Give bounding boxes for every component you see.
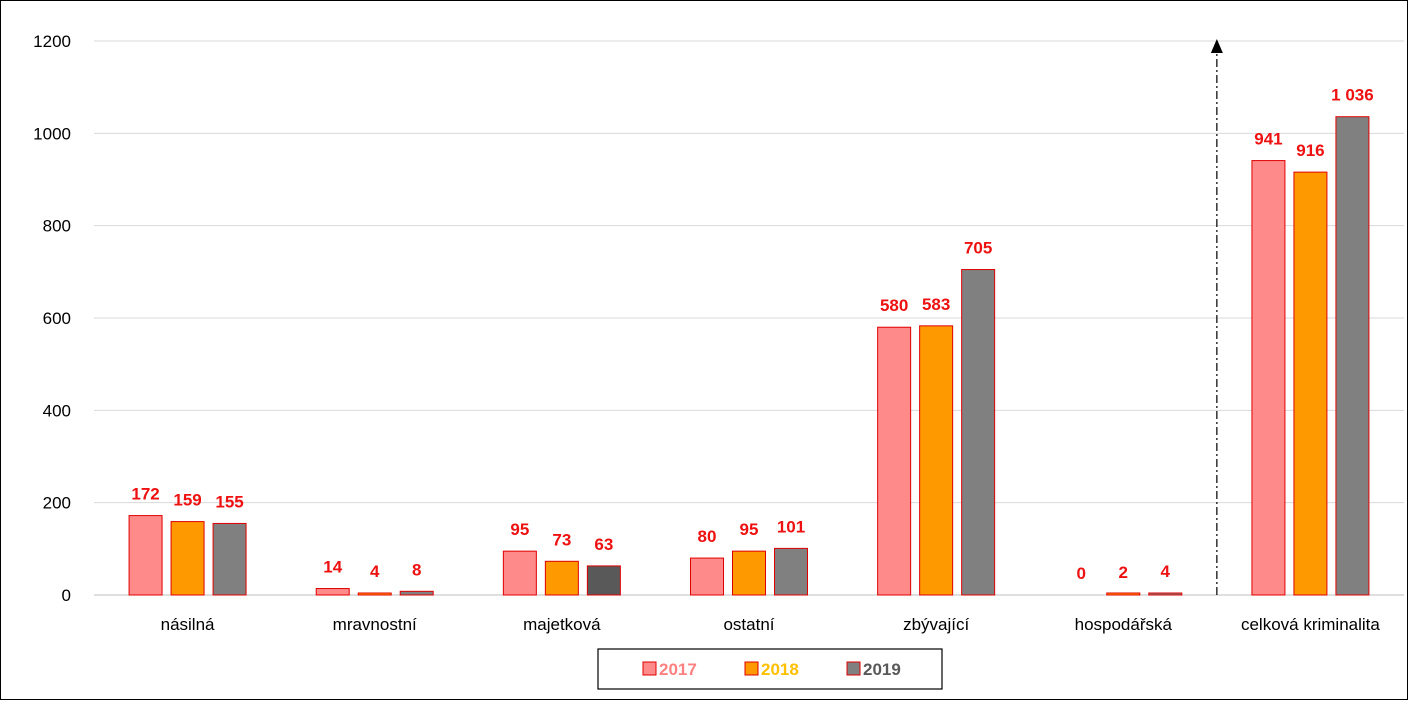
legend-swatch-2019 [846, 661, 861, 676]
bar-2019-hospodarska [1148, 592, 1183, 596]
bar-2017-celkova-kriminalita [1251, 160, 1286, 596]
bar-2019-celkova-kriminalita [1335, 116, 1370, 596]
category-label-mravnostni: mravnostní [333, 615, 417, 634]
category-label-ostatni: ostatní [723, 615, 774, 634]
data-label-2017-hospodarska: 0 [1077, 564, 1086, 583]
bar-2018-mravnostni [357, 592, 392, 596]
data-label-2017-zbyvajici: 580 [880, 296, 908, 315]
grid-lines [94, 40, 1404, 596]
data-label-2019-majetkova: 63 [594, 535, 613, 554]
legend-swatch-2018 [744, 661, 759, 676]
legend-swatch-2017 [642, 661, 657, 676]
bars [128, 116, 1370, 596]
bar-2019-nasilna [212, 522, 247, 596]
bar-2017-nasilna [128, 515, 163, 596]
category-label-hospodarska: hospodářská [1075, 615, 1173, 634]
bar-2019-majetkova [586, 565, 621, 596]
data-label-2017-ostatni: 80 [698, 527, 717, 546]
bar-2017-mravnostni [315, 588, 350, 596]
data-label-2019-zbyvajici: 705 [964, 239, 992, 258]
data-label-2019-ostatni: 101 [777, 517, 805, 536]
y-tick-label-1000: 1000 [33, 124, 71, 143]
data-label-2017-celkova-kriminalita: 941 [1254, 130, 1282, 149]
x-axis: násilná mravnostní majetková ostatní zbývají… [161, 615, 1381, 634]
category-label-celkova-kriminalita: celková kriminalita [1241, 615, 1380, 634]
bar-2019-mravnostni [399, 590, 434, 596]
data-label-2019-hospodarska: 4 [1161, 562, 1171, 581]
y-tick-label-0: 0 [62, 586, 71, 605]
data-label-2018-celkova-kriminalita: 916 [1296, 141, 1324, 160]
data-label-2018-ostatni: 95 [740, 520, 759, 539]
bar-2019-ostatni [774, 547, 808, 596]
y-tick-label-600: 600 [43, 309, 71, 328]
bar-2018-ostatni [732, 550, 766, 596]
data-label-2018-zbyvajici: 583 [922, 295, 950, 314]
legend-label-2019: 2019 [863, 660, 901, 679]
category-label-majetkova: majetková [523, 615, 601, 634]
y-tick-label-1200: 1200 [33, 32, 71, 51]
bar-2018-zbyvajici [919, 325, 954, 596]
legend-label-2017: 2017 [659, 660, 697, 679]
bar-2018-hospodarska [1106, 592, 1141, 596]
y-tick-label-400: 400 [43, 401, 71, 420]
data-label-2019-mravnostni: 8 [412, 560, 421, 579]
data-label-2019-celkova-kriminalita: 1 036 [1331, 86, 1374, 105]
data-label-2019-nasilna: 155 [215, 492, 243, 511]
legend: 2017 2018 2019 [597, 648, 943, 690]
data-label-2018-majetkova: 73 [552, 530, 571, 549]
bar-2017-zbyvajici [877, 326, 912, 596]
y-axis: 0 200 400 600 800 1000 1200 [33, 32, 71, 605]
data-label-2017-majetkova: 95 [510, 520, 529, 539]
arrow-up-icon [1210, 39, 1223, 53]
y-tick-label-800: 800 [43, 217, 71, 236]
category-label-zbyvajici: zbývající [903, 615, 969, 634]
bar-2017-majetkova [502, 550, 537, 596]
category-label-nasilna: násilná [161, 615, 215, 634]
data-label-2018-mravnostni: 4 [370, 562, 380, 581]
bar-2017-ostatni [690, 557, 724, 596]
y-tick-label-200: 200 [43, 494, 71, 513]
data-labels: 172 159 155 14 4 8 95 73 63 80 95 101 580 583 705 0 2 4 94… [131, 86, 1373, 583]
data-label-2018-hospodarska: 2 [1119, 563, 1128, 582]
data-label-2018-nasilna: 159 [173, 491, 201, 510]
data-label-2017-mravnostni: 14 [323, 558, 342, 577]
bar-2018-majetkova [544, 560, 579, 596]
legend-label-2018: 2018 [761, 660, 799, 679]
data-label-2017-nasilna: 172 [131, 485, 159, 504]
bar-2018-nasilna [170, 521, 205, 596]
bar-2019-zbyvajici [961, 269, 996, 596]
bar-2018-celkova-kriminalita [1293, 171, 1328, 596]
separator [1210, 39, 1223, 595]
